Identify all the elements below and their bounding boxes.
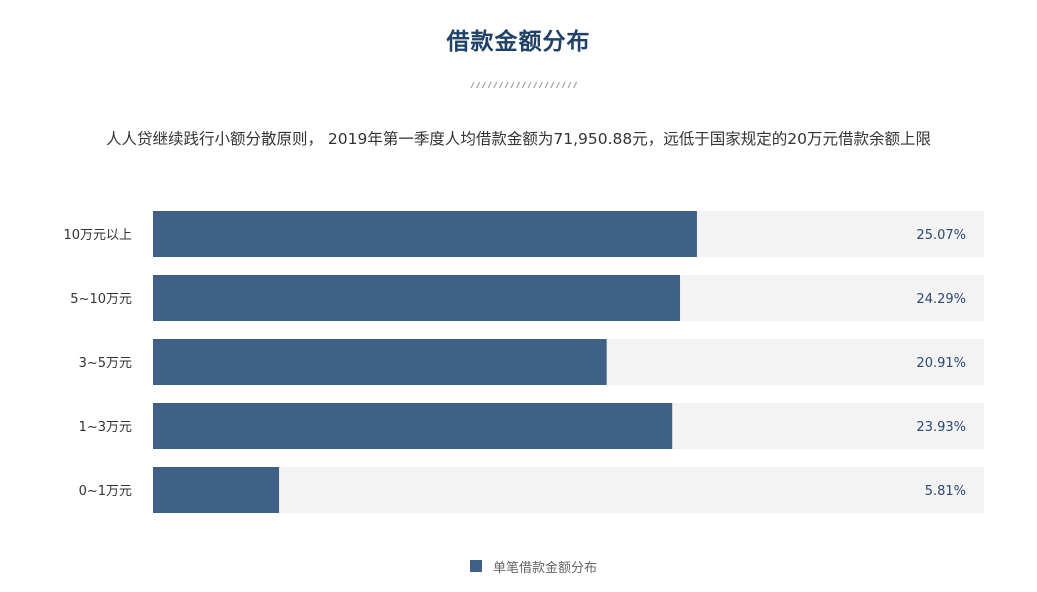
category-label: 10万元以上 — [63, 228, 132, 243]
bar — [153, 403, 673, 449]
value-label: 5.81% — [925, 484, 966, 499]
bar — [153, 467, 280, 513]
value-label: 23.93% — [916, 420, 966, 435]
value-label: 24.29% — [916, 292, 966, 307]
title-divider — [470, 81, 578, 89]
legend-swatch — [470, 560, 482, 572]
legend[interactable]: 单笔借款金额分布 — [470, 556, 597, 576]
bar — [153, 275, 681, 321]
bar — [153, 339, 607, 385]
bar-track — [153, 467, 984, 513]
category-label: 5~10万元 — [70, 292, 132, 307]
legend-label: 单笔借款金额分布 — [493, 560, 598, 576]
category-label: 3~5万元 — [79, 356, 132, 371]
chart-title: 借款金额分布 — [446, 29, 591, 55]
bar — [153, 211, 697, 257]
category-label: 1~3万元 — [79, 420, 132, 435]
bar-chart: 10万元以上 25.07% 5~10万元 24.29% 3~5万元 20.91% 1~3万元… — [63, 211, 984, 513]
chart-subtitle: 人人贷继续践行小额分散原则， 2019年第一季度人均借款金额为71,950.88… — [106, 130, 931, 148]
value-label: 25.07% — [916, 228, 966, 243]
category-label: 0~1万元 — [79, 484, 132, 499]
value-label: 20.91% — [916, 356, 966, 371]
